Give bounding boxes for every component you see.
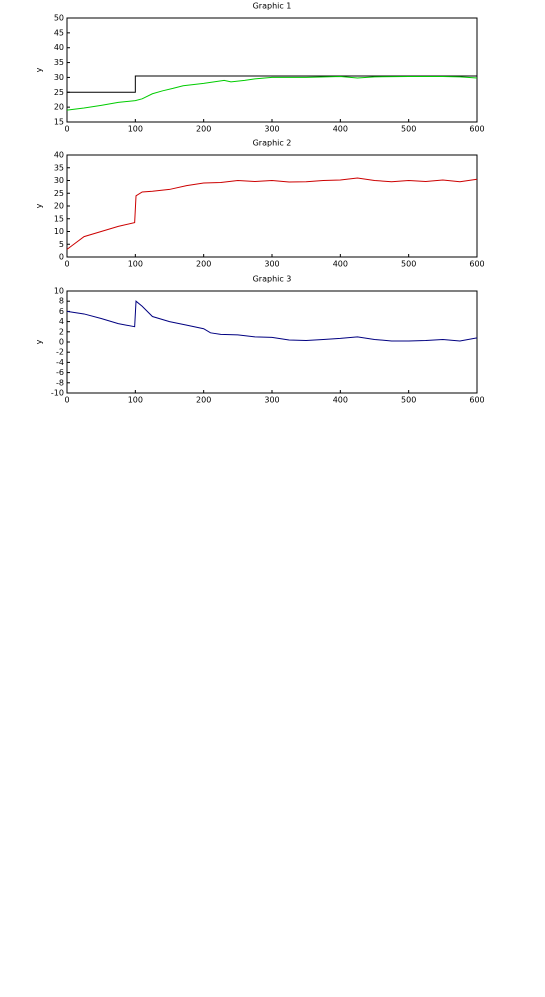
y-tick-label: 8	[59, 297, 64, 306]
x-tick-label: 100	[128, 125, 143, 134]
x-tick-label: 600	[469, 396, 484, 405]
y-tick-label: 5	[59, 240, 64, 249]
data-line	[66, 177, 478, 250]
y-axis-label: y	[35, 67, 44, 72]
y-tick-label: -6	[56, 368, 64, 377]
x-tick-label: 500	[401, 396, 416, 405]
y-tick-label: -4	[56, 358, 64, 367]
y-tick-label: 4	[59, 317, 64, 326]
y-axis-label: y	[35, 203, 44, 208]
plot-frame	[66, 154, 478, 258]
y-tick-label: 25	[54, 189, 64, 198]
y-tick-label: 10	[54, 227, 64, 236]
x-tick-label: 200	[196, 125, 211, 134]
chart-title: Graphic 3	[253, 275, 292, 284]
x-tick-label: 100	[128, 396, 143, 405]
x-tick-label: 500	[401, 125, 416, 134]
y-tick-label: 35	[54, 163, 64, 172]
y-tick-label: 6	[59, 307, 64, 316]
x-tick-label: 400	[333, 125, 348, 134]
x-tick-label: 600	[469, 260, 484, 269]
x-tick-label: 0	[64, 260, 69, 269]
y-tick-label: 20	[54, 103, 64, 112]
y-tick-label: -2	[56, 348, 64, 357]
x-tick-label: 200	[196, 260, 211, 269]
y-tick-label: 35	[54, 58, 64, 67]
data-line	[66, 76, 478, 111]
data-line	[67, 75, 477, 93]
x-tick-label: 100	[128, 260, 143, 269]
x-tick-label: 400	[333, 260, 348, 269]
y-tick-label: 25	[54, 88, 64, 97]
chart-title: Graphic 1	[253, 2, 292, 11]
chart-title: Graphic 2	[253, 139, 292, 148]
y-tick-label: 0	[59, 338, 64, 347]
y-tick-label: 40	[54, 151, 64, 160]
x-tick-label: 500	[401, 260, 416, 269]
x-tick-label: 200	[196, 396, 211, 405]
plot-frame	[66, 290, 478, 394]
y-tick-label: 10	[54, 287, 64, 296]
x-tick-label: 0	[64, 396, 69, 405]
plot-frame	[66, 17, 478, 123]
y-tick-label: -8	[56, 378, 64, 387]
y-tick-label: 50	[54, 14, 64, 23]
y-tick-label: 2	[59, 327, 64, 336]
y-tick-label: 20	[54, 202, 64, 211]
y-tick-label: -10	[51, 389, 64, 398]
y-tick-label: 45	[54, 28, 64, 37]
y-tick-label: 15	[54, 118, 64, 127]
y-tick-label: 15	[54, 214, 64, 223]
y-axis-label: y	[35, 339, 44, 344]
x-tick-label: 300	[264, 125, 279, 134]
x-tick-label: 400	[333, 396, 348, 405]
y-tick-label: 30	[54, 176, 64, 185]
x-tick-label: 600	[469, 125, 484, 134]
x-tick-label: 0	[64, 125, 69, 134]
y-tick-label: 0	[59, 253, 64, 262]
data-line	[66, 300, 478, 342]
y-tick-label: 30	[54, 73, 64, 82]
x-tick-label: 300	[264, 396, 279, 405]
y-tick-label: 40	[54, 43, 64, 52]
x-tick-label: 300	[264, 260, 279, 269]
